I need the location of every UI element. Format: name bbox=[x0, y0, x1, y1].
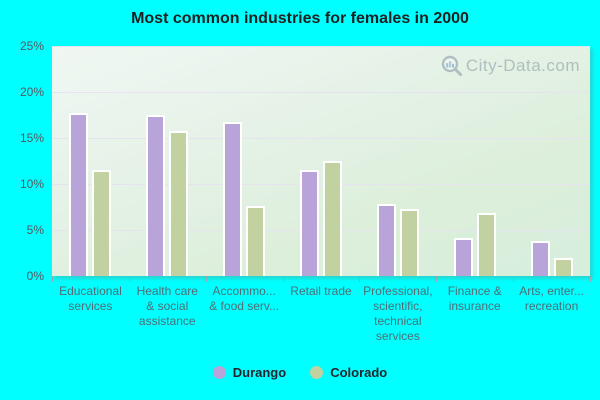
x-axis-label-2: Accommo... & food serv... bbox=[209, 284, 280, 313]
x-axis-tick-7 bbox=[590, 276, 591, 282]
y-axis-tick-label-15%: 15% bbox=[19, 131, 44, 145]
bar-durango-2 bbox=[223, 122, 243, 276]
legend-label-durango: Durango bbox=[232, 364, 287, 380]
gridline-5% bbox=[52, 230, 590, 231]
legend-item-colorado: Colorado bbox=[310, 365, 387, 380]
x-axis-label-4: Professional, scientific, technical serv… bbox=[363, 284, 433, 343]
x-axis-label-5: Finance & insurance bbox=[447, 284, 502, 313]
bar-colorado-1 bbox=[169, 130, 189, 276]
bar-durango-4 bbox=[376, 204, 396, 276]
x-axis-tick-2 bbox=[205, 276, 207, 282]
chart-title: Most common industries for females in 20… bbox=[131, 10, 469, 27]
y-axis-tick-label-10%: 10% bbox=[19, 177, 44, 191]
watermark: City-Data.com bbox=[440, 54, 580, 78]
bar-colorado-3 bbox=[323, 161, 342, 276]
plot-area: City-Data.com bbox=[52, 46, 590, 276]
y-axis-tick-label-0%: 0% bbox=[26, 269, 44, 283]
x-axis-tick-1 bbox=[128, 276, 130, 282]
gridline-20% bbox=[52, 92, 590, 93]
gridline-15% bbox=[52, 138, 590, 139]
bar-durango-0 bbox=[69, 113, 89, 276]
legend-swatch-colorado bbox=[310, 365, 324, 379]
x-axis-tick-3 bbox=[282, 276, 284, 282]
gridline-25% bbox=[52, 46, 590, 47]
bar-colorado-0 bbox=[92, 170, 112, 276]
bar-colorado-2 bbox=[246, 206, 266, 276]
x-axis-tick-6 bbox=[513, 276, 515, 282]
x-axis-tick-4 bbox=[359, 276, 361, 282]
y-axis-tick-label-20%: 20% bbox=[19, 85, 44, 99]
magnifier-icon bbox=[440, 54, 464, 78]
x-axis-label-3: Retail trade bbox=[290, 284, 352, 298]
x-axis-tick-5 bbox=[436, 276, 438, 282]
legend: Durango Colorado bbox=[0, 362, 600, 382]
x-axis-tick-0 bbox=[52, 276, 53, 282]
gridline-10% bbox=[52, 184, 590, 185]
bar-durango-5 bbox=[453, 238, 473, 276]
x-axis-label-6: Arts, enter... recreation bbox=[519, 284, 584, 313]
watermark-text: City-Data.com bbox=[465, 56, 580, 75]
bar-colorado-5 bbox=[476, 213, 496, 276]
x-axis-label-0: Educational services bbox=[59, 284, 122, 313]
bar-colorado-4 bbox=[399, 208, 419, 276]
bar-durango-6 bbox=[530, 241, 550, 276]
legend-label-colorado: Colorado bbox=[330, 364, 388, 380]
bar-durango-3 bbox=[300, 170, 319, 276]
bar-colorado-6 bbox=[553, 257, 573, 276]
legend-swatch-durango bbox=[212, 365, 226, 379]
y-axis-tick-label-25%: 25% bbox=[19, 39, 44, 53]
x-axis-label-1: Health care & social assistance bbox=[136, 284, 198, 328]
bar-durango-1 bbox=[146, 115, 166, 276]
y-axis-tick-label-5%: 5% bbox=[26, 223, 44, 237]
legend-item-durango: Durango bbox=[212, 364, 287, 380]
